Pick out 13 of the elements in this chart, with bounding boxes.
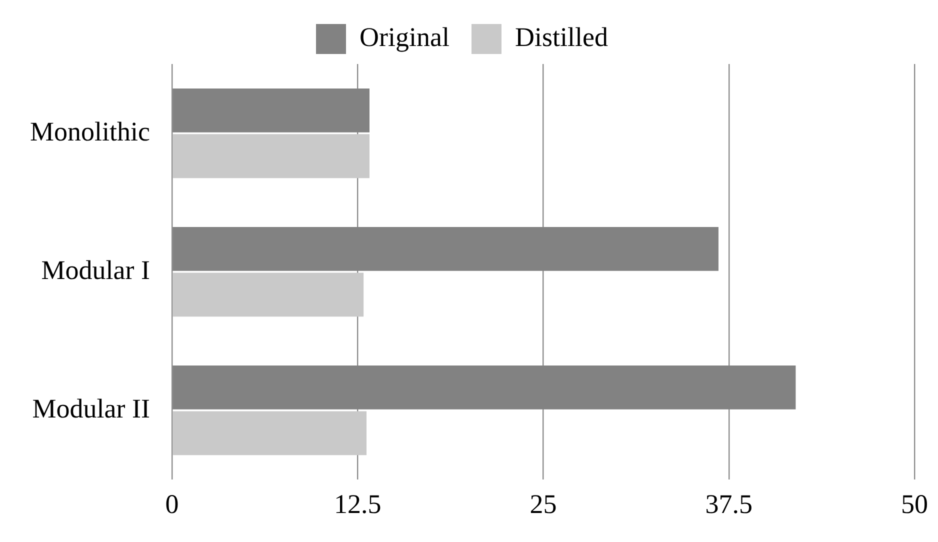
x-tick-label: 37.5 [705, 488, 752, 519]
y-tick-label: Monolithic [30, 116, 150, 146]
legend-label: Distilled [514, 22, 608, 52]
legend-label: Original [360, 22, 450, 52]
x-tick-label: 12.5 [334, 488, 382, 519]
y-tick-label: Modular II [32, 393, 150, 424]
x-tick-label: 25 [530, 488, 557, 519]
bar [172, 411, 367, 456]
x-tick-label: 50 [901, 488, 928, 519]
bar [172, 272, 364, 317]
y-tick-label: Modular I [41, 254, 150, 285]
bar [172, 134, 370, 178]
x-tick-label: 0 [165, 488, 179, 519]
